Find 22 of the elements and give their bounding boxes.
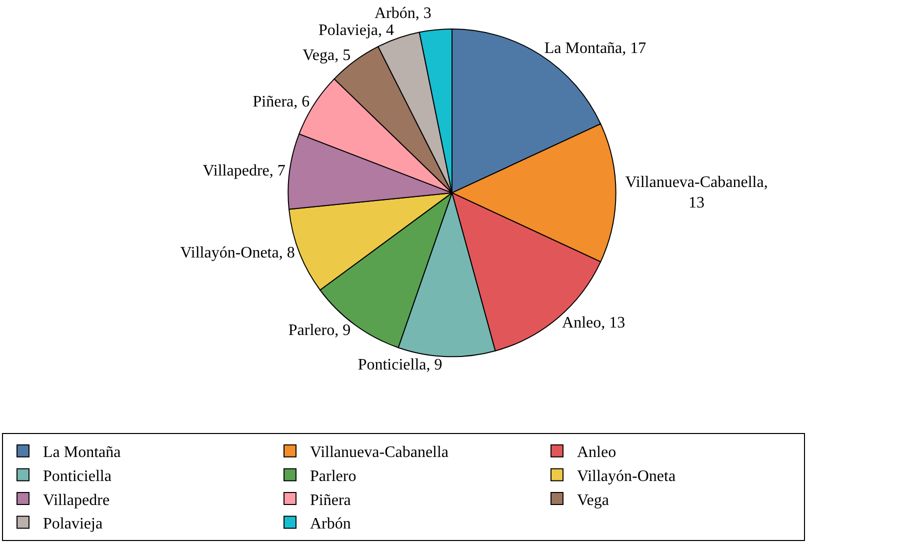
data-label: Villayón-Oneta, 8 — [180, 244, 295, 262]
legend-label: Parlero — [310, 468, 356, 485]
legend-label: Arbón — [310, 516, 351, 533]
data-label: Villapedre, 7 — [202, 162, 286, 180]
legend-label: Piñera — [310, 492, 351, 509]
data-label: Piñera, 6 — [252, 94, 310, 111]
legend-label: Villayón-Oneta — [577, 468, 676, 485]
data-label: Polavieja, 4 — [318, 22, 394, 39]
legend-label: Anleo — [577, 444, 616, 462]
data-label: Anleo, 13 — [562, 314, 626, 332]
legend-label: Vega — [577, 492, 609, 509]
data-label: Parlero, 9 — [288, 322, 351, 339]
data-label: Vega, 5 — [302, 46, 351, 64]
legend-label: Ponticiella — [43, 468, 112, 485]
legend-label: Polavieja — [43, 516, 103, 533]
data-label: Villanueva-Cabanella, 13 — [625, 174, 768, 212]
legend-label: Villanueva-Cabanella — [310, 444, 449, 462]
legend-label: Villapedre — [43, 492, 110, 509]
data-label: Arbón, 3 — [374, 4, 432, 22]
data-label: Ponticiella, 9 — [358, 356, 442, 374]
legend-label: La Montaña — [43, 444, 121, 462]
data-label: La Montaña, 17 — [544, 40, 646, 58]
